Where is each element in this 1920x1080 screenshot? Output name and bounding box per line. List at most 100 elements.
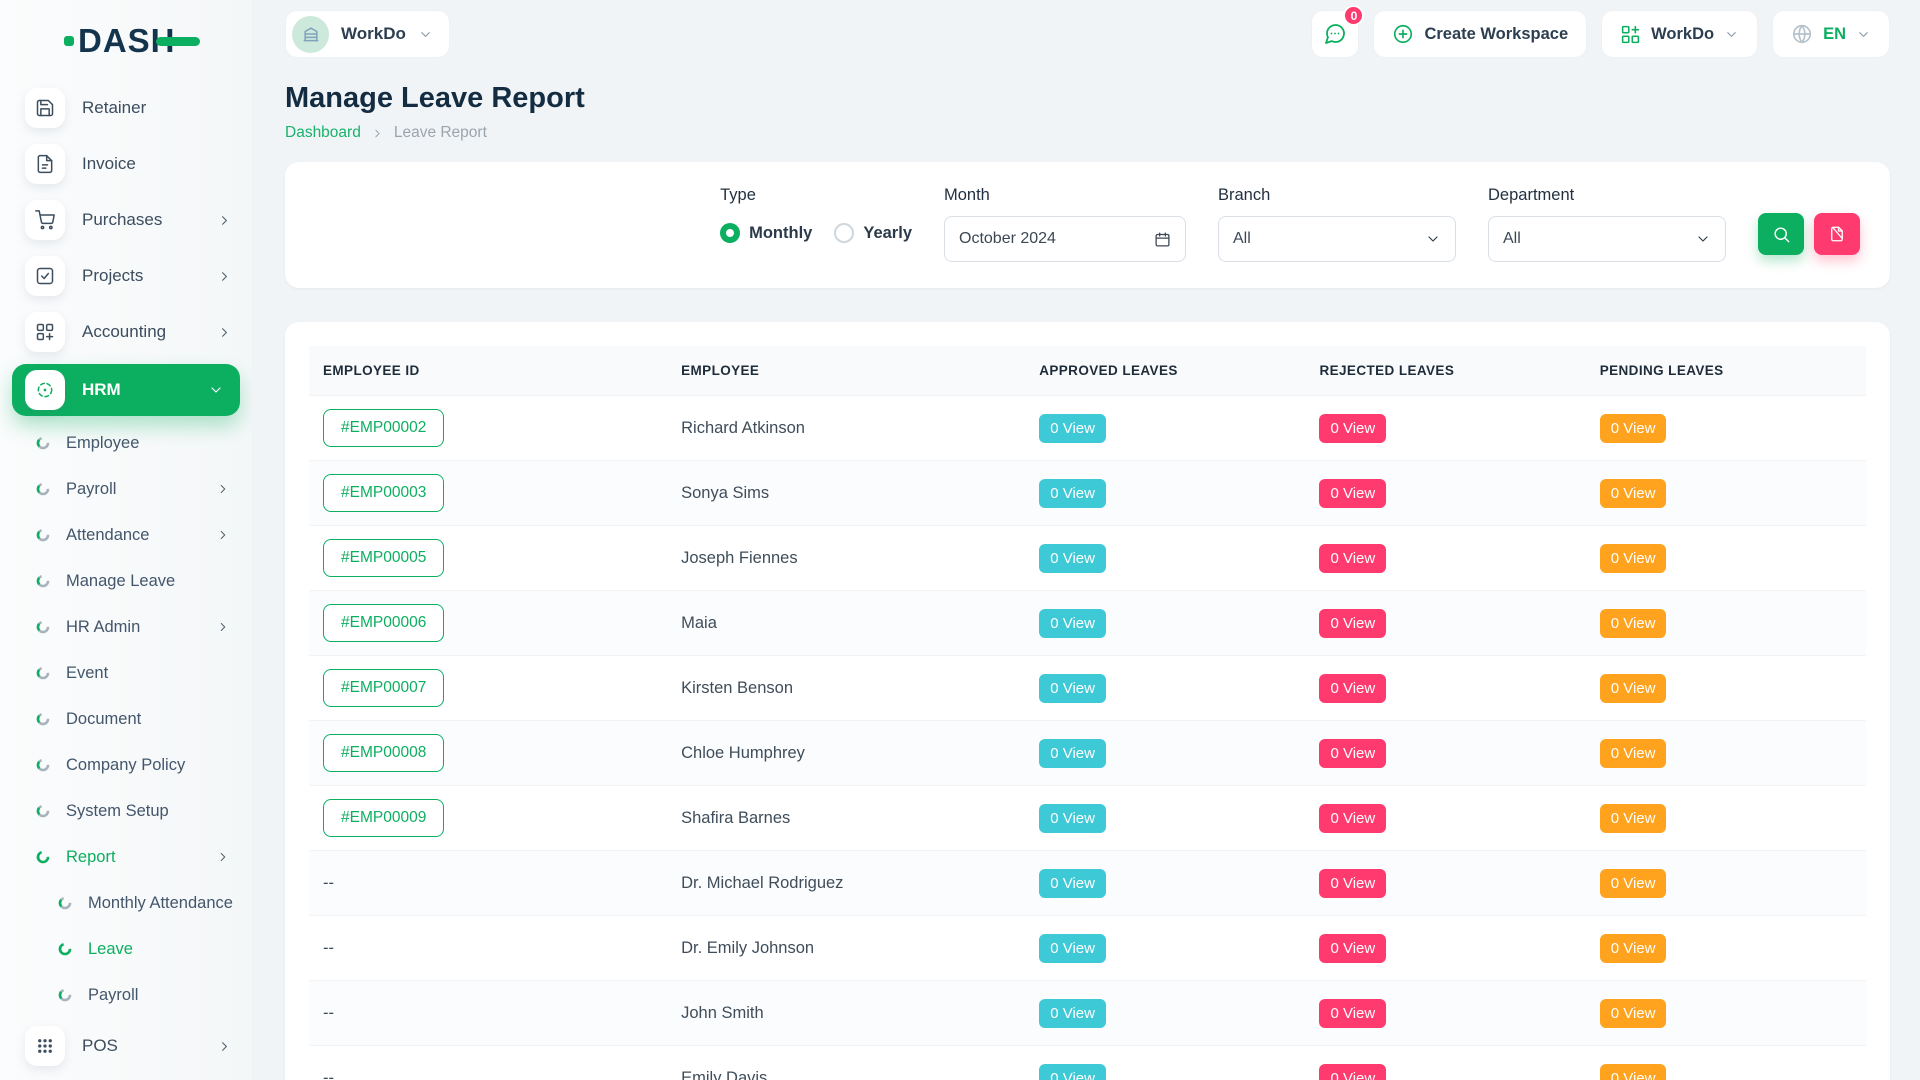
table-row: #EMP00005 Joseph Fiennes 0 View 0 View 0… — [309, 525, 1866, 591]
search-button[interactable] — [1758, 213, 1804, 255]
language-selector[interactable]: EN — [1772, 10, 1890, 58]
sidebar-item-system-setup[interactable]: System Setup — [0, 788, 252, 834]
branch-select[interactable]: All — [1218, 216, 1456, 262]
department-label: Department — [1488, 186, 1575, 204]
sidebar-item-pos[interactable]: POS — [0, 1018, 252, 1074]
rejected-leaves-badge[interactable]: 0 View — [1319, 933, 1387, 963]
department-filter-group: Department All — [1488, 186, 1726, 262]
rejected-leaves-badge[interactable]: 0 View — [1319, 868, 1387, 898]
bullet-icon — [58, 896, 72, 910]
type-label: Type — [720, 186, 756, 204]
bullet-icon — [36, 712, 50, 726]
pending-leaves-badge[interactable]: 0 View — [1599, 998, 1667, 1028]
pending-leaves-badge[interactable]: 0 View — [1599, 1063, 1667, 1080]
approved-leaves-badge[interactable]: 0 View — [1039, 543, 1106, 573]
approved-leaves-badge[interactable]: 0 View — [1039, 933, 1106, 963]
messages-button[interactable]: 0 — [1311, 5, 1365, 58]
pending-leaves-badge[interactable]: 0 View — [1599, 673, 1667, 703]
breadcrumb-dashboard-link[interactable]: Dashboard — [285, 124, 361, 141]
sidebar-item-label: Event — [66, 663, 109, 682]
radio-yearly[interactable]: Yearly — [834, 223, 912, 243]
month-input[interactable]: October 2024 — [944, 216, 1186, 262]
sidebar-item-payroll[interactable]: Payroll — [0, 466, 252, 512]
approved-leaves-badge[interactable]: 0 View — [1039, 673, 1106, 703]
sidebar-item-hrm[interactable]: HRM — [12, 364, 240, 416]
rejected-leaves-badge[interactable]: 0 View — [1319, 673, 1387, 703]
rejected-leaves-badge[interactable]: 0 View — [1319, 738, 1387, 768]
pending-leaves-badge[interactable]: 0 View — [1599, 803, 1667, 833]
pending-leaves-badge[interactable]: 0 View — [1599, 933, 1667, 963]
bullet-icon — [58, 942, 72, 956]
sidebar-item-monthly-attendance[interactable]: Monthly Attendance — [0, 880, 252, 926]
rejected-leaves-badge[interactable]: 0 View — [1319, 1063, 1387, 1080]
leave-report-table-card: EMPLOYEE ID EMPLOYEE APPROVED LEAVES REJ… — [285, 322, 1890, 1080]
rejected-leaves-badge[interactable]: 0 View — [1319, 543, 1387, 573]
employee-id-chip[interactable]: #EMP00003 — [323, 474, 445, 512]
bullet-icon — [36, 528, 50, 542]
sidebar: DASH Retainer Invoice Purchases — [0, 0, 252, 1080]
radio-monthly[interactable]: Monthly — [720, 223, 812, 243]
sidebar-item-retainer[interactable]: Retainer — [0, 80, 252, 136]
column-approved-leaves: APPROVED LEAVES — [1025, 346, 1306, 396]
sidebar-item-label: HR Admin — [66, 617, 141, 636]
sidebar-item-hr-admin[interactable]: HR Admin — [0, 604, 252, 650]
sidebar-item-company-policy[interactable]: Company Policy — [0, 742, 252, 788]
bullet-icon — [36, 758, 50, 772]
pending-leaves-badge[interactable]: 0 View — [1599, 738, 1667, 768]
approved-leaves-badge[interactable]: 0 View — [1039, 868, 1106, 898]
employee-name: Joseph Fiennes — [667, 525, 1026, 591]
pending-leaves-badge[interactable]: 0 View — [1599, 478, 1667, 508]
chevron-right-icon — [217, 325, 232, 340]
logo-dash — [155, 36, 200, 46]
employee-name: Dr. Michael Rodriguez — [667, 850, 1026, 916]
sidebar-item-label: Manage Leave — [66, 571, 176, 590]
approved-leaves-badge[interactable]: 0 View — [1039, 998, 1106, 1028]
sidebar-item-manage-leave[interactable]: Manage Leave — [0, 558, 252, 604]
department-select[interactable]: All — [1488, 216, 1726, 262]
reset-filter-button[interactable] — [1814, 213, 1860, 255]
brand-logo[interactable]: DASH — [64, 22, 252, 60]
pending-leaves-badge[interactable]: 0 View — [1599, 868, 1667, 898]
pending-leaves-badge[interactable]: 0 View — [1599, 543, 1667, 573]
sidebar-item-attendance[interactable]: Attendance — [0, 512, 252, 558]
employee-id-chip[interactable]: #EMP00006 — [323, 604, 445, 642]
logo-dot — [64, 36, 74, 46]
workspace-selector[interactable]: WorkDo — [285, 10, 450, 58]
workdo-menu-button[interactable]: WorkDo — [1601, 10, 1759, 58]
breadcrumb: Dashboard Leave Report — [285, 124, 1890, 142]
employee-id-chip[interactable]: #EMP00009 — [323, 799, 445, 837]
rejected-leaves-badge[interactable]: 0 View — [1319, 413, 1387, 443]
approved-leaves-badge[interactable]: 0 View — [1039, 608, 1106, 638]
sidebar-item-payroll-report[interactable]: Payroll — [0, 972, 252, 1018]
rejected-leaves-badge[interactable]: 0 View — [1319, 608, 1387, 638]
sidebar-item-purchases[interactable]: Purchases — [0, 192, 252, 248]
approved-leaves-badge[interactable]: 0 View — [1039, 803, 1106, 833]
breadcrumb-current: Leave Report — [393, 124, 487, 141]
pending-leaves-badge[interactable]: 0 View — [1599, 413, 1667, 443]
employee-id-chip[interactable]: #EMP00005 — [323, 539, 445, 577]
sidebar-item-projects[interactable]: Projects — [0, 248, 252, 304]
approved-leaves-badge[interactable]: 0 View — [1039, 1063, 1106, 1080]
pending-leaves-badge[interactable]: 0 View — [1599, 608, 1667, 638]
approved-leaves-badge[interactable]: 0 View — [1039, 738, 1106, 768]
sidebar-item-report[interactable]: Report — [0, 834, 252, 880]
chat-icon — [1325, 24, 1346, 44]
table-header-row: EMPLOYEE ID EMPLOYEE APPROVED LEAVES REJ… — [309, 346, 1866, 396]
sidebar-item-event[interactable]: Event — [0, 650, 252, 696]
sidebar-item-leave[interactable]: Leave — [0, 926, 252, 972]
sidebar-item-employee[interactable]: Employee — [0, 420, 252, 466]
employee-id-chip[interactable]: #EMP00007 — [323, 669, 445, 707]
sidebar-item-invoice[interactable]: Invoice — [0, 136, 252, 192]
sidebar-item-accounting[interactable]: Accounting — [0, 304, 252, 360]
create-workspace-button[interactable]: Create Workspace — [1373, 10, 1588, 58]
rejected-leaves-badge[interactable]: 0 View — [1319, 998, 1387, 1028]
approved-leaves-badge[interactable]: 0 View — [1039, 478, 1106, 508]
rejected-leaves-badge[interactable]: 0 View — [1319, 803, 1387, 833]
sidebar-item-document[interactable]: Document — [0, 696, 252, 742]
table-row: -- John Smith 0 View 0 View 0 View — [309, 980, 1866, 1046]
filter-actions — [1758, 186, 1860, 255]
employee-id-chip[interactable]: #EMP00008 — [323, 734, 445, 772]
rejected-leaves-badge[interactable]: 0 View — [1319, 478, 1387, 508]
approved-leaves-badge[interactable]: 0 View — [1039, 413, 1106, 443]
employee-id-chip[interactable]: #EMP00002 — [323, 409, 445, 447]
